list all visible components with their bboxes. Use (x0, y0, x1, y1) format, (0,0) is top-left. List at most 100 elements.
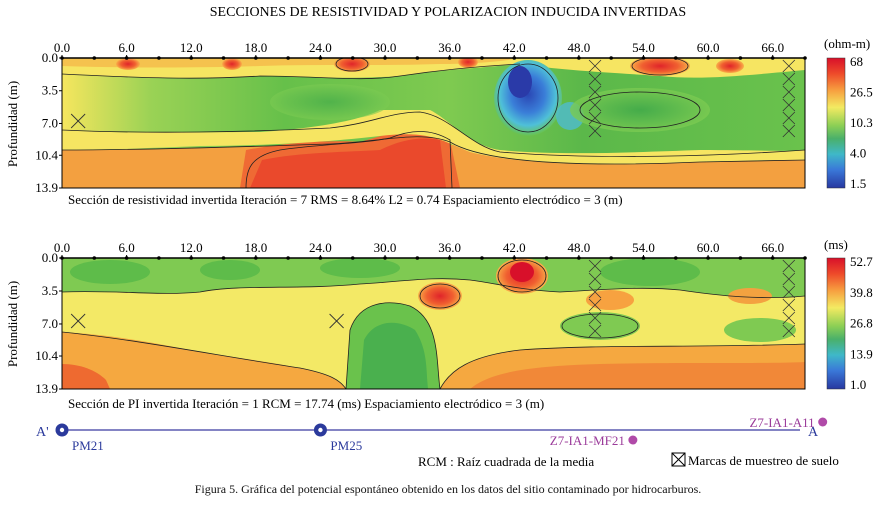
resistivity-electrode (803, 56, 807, 60)
pi-footer: Sección de PI invertida Iteración = 1 RC… (68, 396, 544, 411)
pi-electrode (480, 256, 484, 260)
rcm-legend: RCM : Raíz cuadrada de la media (418, 454, 594, 469)
pi-colorbar-unit: (ms) (824, 237, 848, 252)
sampling-mark-legend: Marcas de muestreo de suelo (671, 452, 839, 468)
pi-sampling-mark (782, 311, 796, 325)
resistivity-electrode (770, 56, 775, 60)
resistivity-x-tick-label: 36.0 (438, 40, 461, 55)
resistivity-x-tick-label: 30.0 (374, 40, 397, 55)
resistivity-x-tick-label: 24.0 (309, 40, 332, 55)
pi-electrode (254, 256, 258, 260)
resistivity-footer: Sección de resistividad invertida Iterac… (68, 192, 623, 207)
pi-y-tick-label: 3.5 (42, 283, 58, 298)
pi-colorbar-label: 52.7 (850, 254, 873, 269)
pi-electrode (673, 256, 678, 260)
pi-electrode (803, 256, 807, 260)
pi-electrode (770, 256, 775, 260)
resistivity-electrode (254, 56, 258, 60)
pi-electrode (577, 256, 581, 260)
resistivity-sampling-mark (588, 124, 602, 138)
resistivity-y-tick-label: 7.0 (42, 115, 58, 130)
pi-electrode (318, 256, 323, 260)
pi-x-tick-label: 0.0 (54, 240, 70, 255)
pi-electrode (447, 256, 452, 260)
resistivity-electrode (544, 56, 549, 60)
pi-x-tick-label: 30.0 (374, 240, 397, 255)
pi-electrode (738, 256, 743, 260)
resistivity-electrode (157, 56, 161, 60)
resistivity-sampling-mark (782, 124, 796, 138)
resistivity-x-tick-label: 66.0 (761, 40, 784, 55)
resistivity-sampling-mark (782, 85, 796, 99)
sample-label: Z7-IA1-A11 (749, 415, 814, 430)
pi-colorbar-labels: 52.7 39.8 26.8 13.9 1.0 (850, 254, 873, 392)
pm-label: PM21 (72, 438, 104, 453)
resistivity-sampling-mark (70, 113, 86, 129)
sample-marker (818, 417, 828, 427)
pi-electrode (286, 256, 290, 260)
pi-y-ticks: 0.0 3.5 7.0 10.4 13.9 (35, 250, 62, 396)
resistivity-colorbar-label: 4.0 (850, 146, 866, 161)
pi-x-tick-label: 24.0 (309, 240, 332, 255)
resistivity-electrode (350, 56, 355, 60)
resistivity-y-tick-label: 0.0 (42, 50, 58, 65)
resistivity-sampling-mark (782, 111, 796, 125)
sample-marker (628, 435, 638, 445)
pi-colorbar-label: 1.0 (850, 377, 866, 392)
resistivity-section: 0.0 6.0 12.0 18.0 24.0 30.0 36.0 42.0 48.0 54.0 60… (5, 36, 873, 207)
resistivity-y-label: Profundidad (m) (5, 81, 20, 167)
pi-y-tick-label: 10.4 (35, 348, 58, 363)
pi-sampling-mark (588, 311, 602, 325)
pi-electrode (383, 256, 387, 260)
resistivity-electrode (124, 56, 129, 60)
pi-electrode (641, 256, 646, 260)
resistivity-x-tick-label: 6.0 (118, 40, 134, 55)
pi-sampling-mark (329, 313, 344, 329)
resistivity-electrode (609, 56, 613, 60)
resistivity-sampling-marks (70, 59, 796, 138)
pi-y-tick-label: 13.9 (35, 381, 58, 396)
pi-x-ticks: 0.0 6.0 12.0 18.0 24.0 30.0 36.0 42.0 48.0 54.0 60… (54, 240, 807, 260)
resistivity-sampling-mark (588, 72, 602, 86)
resistivity-electrode (189, 56, 194, 60)
pi-electrode (512, 256, 517, 260)
pm-marker-center (318, 427, 323, 433)
pi-sampling-marks (70, 259, 796, 338)
resistivity-x-ticks: 0.0 6.0 12.0 18.0 24.0 30.0 36.0 42.0 48.0 54.0 60… (54, 40, 807, 60)
pi-y-tick-label: 7.0 (42, 316, 58, 331)
profile-legend: A' A PM21 PM25 Z7-IA1-MF21 Z7-IA1-A11 RCM … (36, 415, 839, 469)
pi-sampling-mark (588, 298, 602, 312)
sample-label: Z7-IA1-MF21 (550, 433, 625, 448)
pi-electrode (157, 256, 161, 260)
resistivity-y-tick-label: 13.9 (35, 180, 58, 195)
pi-electrode (706, 256, 710, 260)
resistivity-electrode (706, 56, 710, 60)
resistivity-electrode (92, 56, 97, 60)
pi-sampling-mark (588, 285, 602, 299)
resistivity-x-tick-label: 12.0 (180, 40, 203, 55)
resistivity-y-ticks: 0.0 3.5 7.0 10.4 13.9 (35, 50, 62, 195)
pi-section: 0.0 6.0 12.0 18.0 24.0 30.0 36.0 42.0 48.0 54.0 60… (5, 237, 873, 411)
resistivity-electrode (738, 56, 743, 60)
resistivity-x-tick-label: 54.0 (632, 40, 655, 55)
resistivity-colorbar (826, 57, 846, 189)
resistivity-y-tick-label: 10.4 (35, 147, 58, 162)
resistivity-electrode (673, 56, 678, 60)
resistivity-electrode (480, 56, 484, 60)
pi-electrode (544, 256, 549, 260)
pi-x-tick-label: 18.0 (244, 240, 267, 255)
resistivity-sampling-mark (782, 59, 796, 73)
pi-y-label: Profundidad (m) (5, 281, 20, 367)
pi-colorbar-label: 13.9 (850, 346, 873, 361)
pi-sampling-mark (782, 285, 796, 299)
resistivity-sampling-mark (588, 98, 602, 112)
resistivity-colorbar-label: 1.5 (850, 176, 866, 191)
figure-title: SECCIONES DE RESISTIVIDAD Y POLARIZACION… (210, 5, 686, 20)
pi-electrode (189, 256, 194, 260)
resistivity-sampling-mark (782, 98, 796, 112)
resistivity-sampling-mark (782, 72, 796, 86)
resistivity-x-tick-label: 48.0 (567, 40, 590, 55)
resistivity-sampling-mark (588, 111, 602, 125)
pi-electrode (92, 256, 97, 260)
pi-x-tick-label: 66.0 (761, 240, 784, 255)
